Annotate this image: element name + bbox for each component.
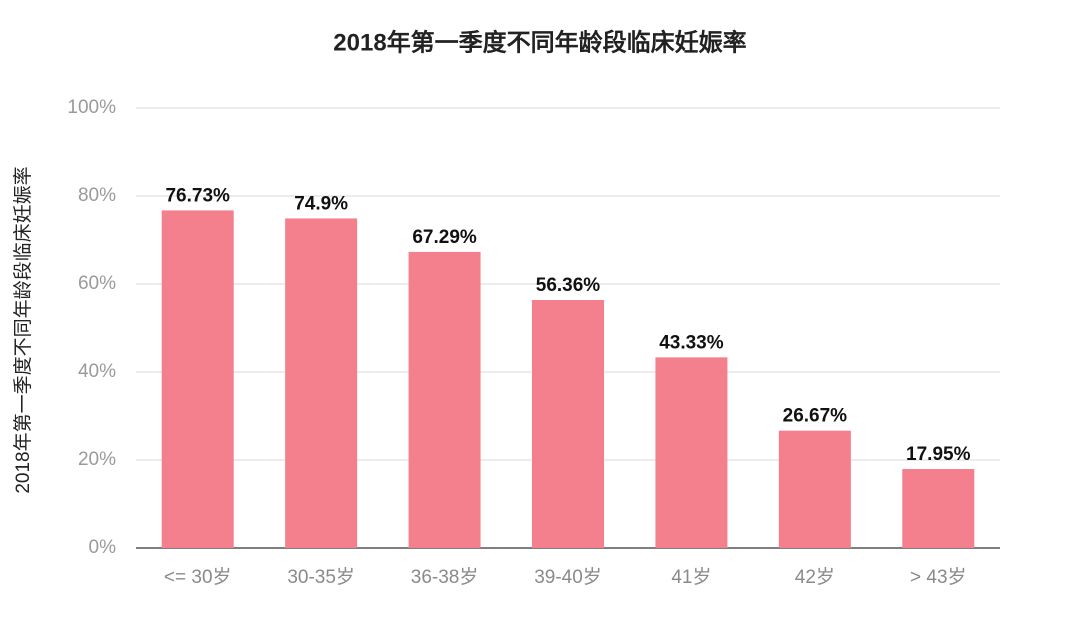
bar (285, 218, 358, 548)
x-tick-label: <= 30岁 (164, 566, 232, 588)
bar (161, 210, 234, 548)
bar (408, 251, 481, 548)
value-label: 17.95% (906, 444, 971, 465)
y-tick-label: 0% (89, 537, 117, 558)
bar (778, 430, 851, 548)
y-tick-label: 20% (78, 449, 116, 470)
value-label: 67.29% (412, 227, 477, 248)
x-tick-label: 36-38岁 (411, 566, 479, 588)
y-tick-label: 40% (78, 361, 116, 382)
x-tick-label: 30-35岁 (287, 566, 355, 588)
value-label: 76.73% (165, 185, 230, 206)
y-tick-label: 100% (67, 97, 116, 118)
value-label: 56.36% (536, 275, 601, 296)
value-label: 43.33% (659, 332, 724, 353)
chart-title: 2018年第一季度不同年龄段临床妊娠率 (333, 28, 746, 56)
y-tick-label: 80% (78, 185, 116, 206)
x-tick-label: > 43岁 (910, 566, 967, 588)
bar (902, 469, 975, 548)
x-tick-label: 41岁 (671, 566, 711, 588)
value-label: 74.9% (294, 193, 348, 214)
bar (655, 357, 728, 548)
y-tick-label: 60% (78, 273, 116, 294)
x-tick-label: 42岁 (795, 566, 835, 588)
bar (532, 300, 604, 548)
x-tick-label: 39-40岁 (534, 566, 602, 588)
value-label: 26.67% (783, 406, 848, 427)
y-axis-label: 2018年第一季度不同年龄段临床妊娠率 (12, 166, 34, 493)
